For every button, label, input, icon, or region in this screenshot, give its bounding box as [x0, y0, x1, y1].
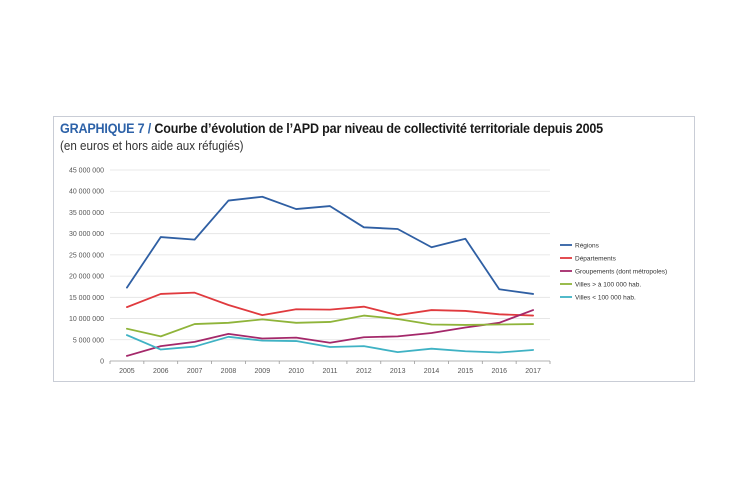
series-line [126, 314, 534, 338]
chart-title-text: Courbe d’évolution de l’APD par niveau d… [154, 121, 603, 136]
chart-subtitle: (en euros et hors aide aux réfugiés) [60, 139, 244, 153]
y-tick-label: 0 [100, 359, 104, 366]
x-tick-label: 2015 [458, 368, 474, 375]
legend-entry: Villes > à 100 000 hab. [575, 281, 641, 288]
legend-entry: Groupements (dont métropoles) [575, 268, 667, 275]
y-tick-label: 40 000 000 [69, 189, 104, 196]
y-tick-label: 30 000 000 [69, 231, 104, 238]
x-tick-label: 2005 [119, 368, 135, 375]
x-tick-label: 2009 [255, 368, 271, 375]
series-line [126, 334, 534, 354]
x-tick-label: 2008 [221, 368, 237, 375]
x-tick-label: 2010 [288, 368, 304, 375]
legend-entry: Départements [575, 255, 617, 262]
legend-entry: Régions [575, 242, 600, 249]
series-line [126, 309, 534, 357]
y-tick-label: 10 000 000 [69, 316, 104, 323]
y-tick-label: 15 000 000 [69, 295, 104, 302]
chart-title: GRAPHIQUE 7 / Courbe d’évolution de l’AP… [60, 121, 603, 136]
x-tick-label: 2016 [491, 368, 507, 375]
chart-number-label: GRAPHIQUE 7 / [60, 121, 152, 136]
y-tick-label: 5 000 000 [73, 337, 104, 344]
x-tick-label: 2007 [187, 368, 203, 375]
y-tick-label: 20 000 000 [69, 274, 104, 281]
y-tick-label: 35 000 000 [69, 210, 104, 217]
x-tick-label: 2006 [153, 368, 169, 375]
x-tick-label: 2012 [356, 368, 372, 375]
x-tick-label: 2011 [322, 368, 337, 375]
line-chart: 0 5 000 000 10 000 000 15 000 000 20 000 000… [69, 168, 667, 376]
legend-entry: Villes < 100 000 hab. [575, 294, 636, 301]
series-line [126, 291, 534, 317]
y-tick-label: 25 000 000 [69, 252, 104, 259]
chart-frame: GRAPHIQUE 7 / Courbe d’évolution de l’AP… [53, 116, 695, 382]
series-line [126, 195, 534, 295]
y-tick-label: 45 000 000 [69, 168, 104, 175]
x-tick-label: 2017 [525, 368, 541, 375]
x-tick-label: 2014 [424, 368, 440, 375]
x-tick-label: 2013 [390, 368, 406, 375]
